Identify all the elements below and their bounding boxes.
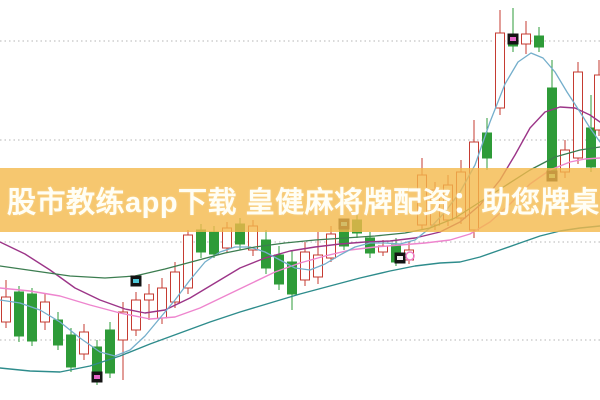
ad-banner[interactable]: 股市教练app下载 皇健麻将牌配资：助您牌桌称霸！ [0,168,600,232]
circle-marker [405,251,415,261]
candle-body [53,319,63,346]
candle-body [365,237,375,254]
ma-cyan-line [0,52,600,357]
candle-body [27,293,37,342]
candle-body [105,329,115,374]
candle-body [482,132,492,159]
candle-body [594,74,600,131]
candle-body [521,33,531,45]
candle-body [144,293,154,301]
ad-banner-text: 股市教练app下载 皇健麻将牌配资：助您牌桌称霸！ [7,187,600,219]
candle-body [1,296,11,323]
candle-body [547,87,557,175]
signal-marker-glyph [94,375,100,379]
candle-body [300,251,310,281]
candle-body [14,291,24,337]
signal-marker-glyph [510,37,516,41]
candle-body [92,346,102,373]
candle-body [313,254,323,278]
ma-purple-line [0,106,600,314]
candle-body [118,311,128,341]
candle-body [157,287,167,319]
candle-body [40,301,50,323]
candle-body [66,334,76,368]
candle-body [534,35,544,48]
candle-body [209,231,219,255]
signal-marker-glyph [397,256,403,260]
candle-body [261,239,271,269]
ma-teal-line [0,225,600,373]
candle-body [196,229,206,253]
candle-body [287,261,297,295]
candle-body [170,271,180,303]
candle-body [79,331,89,355]
signal-marker-glyph [133,279,139,283]
candle-body [495,32,505,109]
